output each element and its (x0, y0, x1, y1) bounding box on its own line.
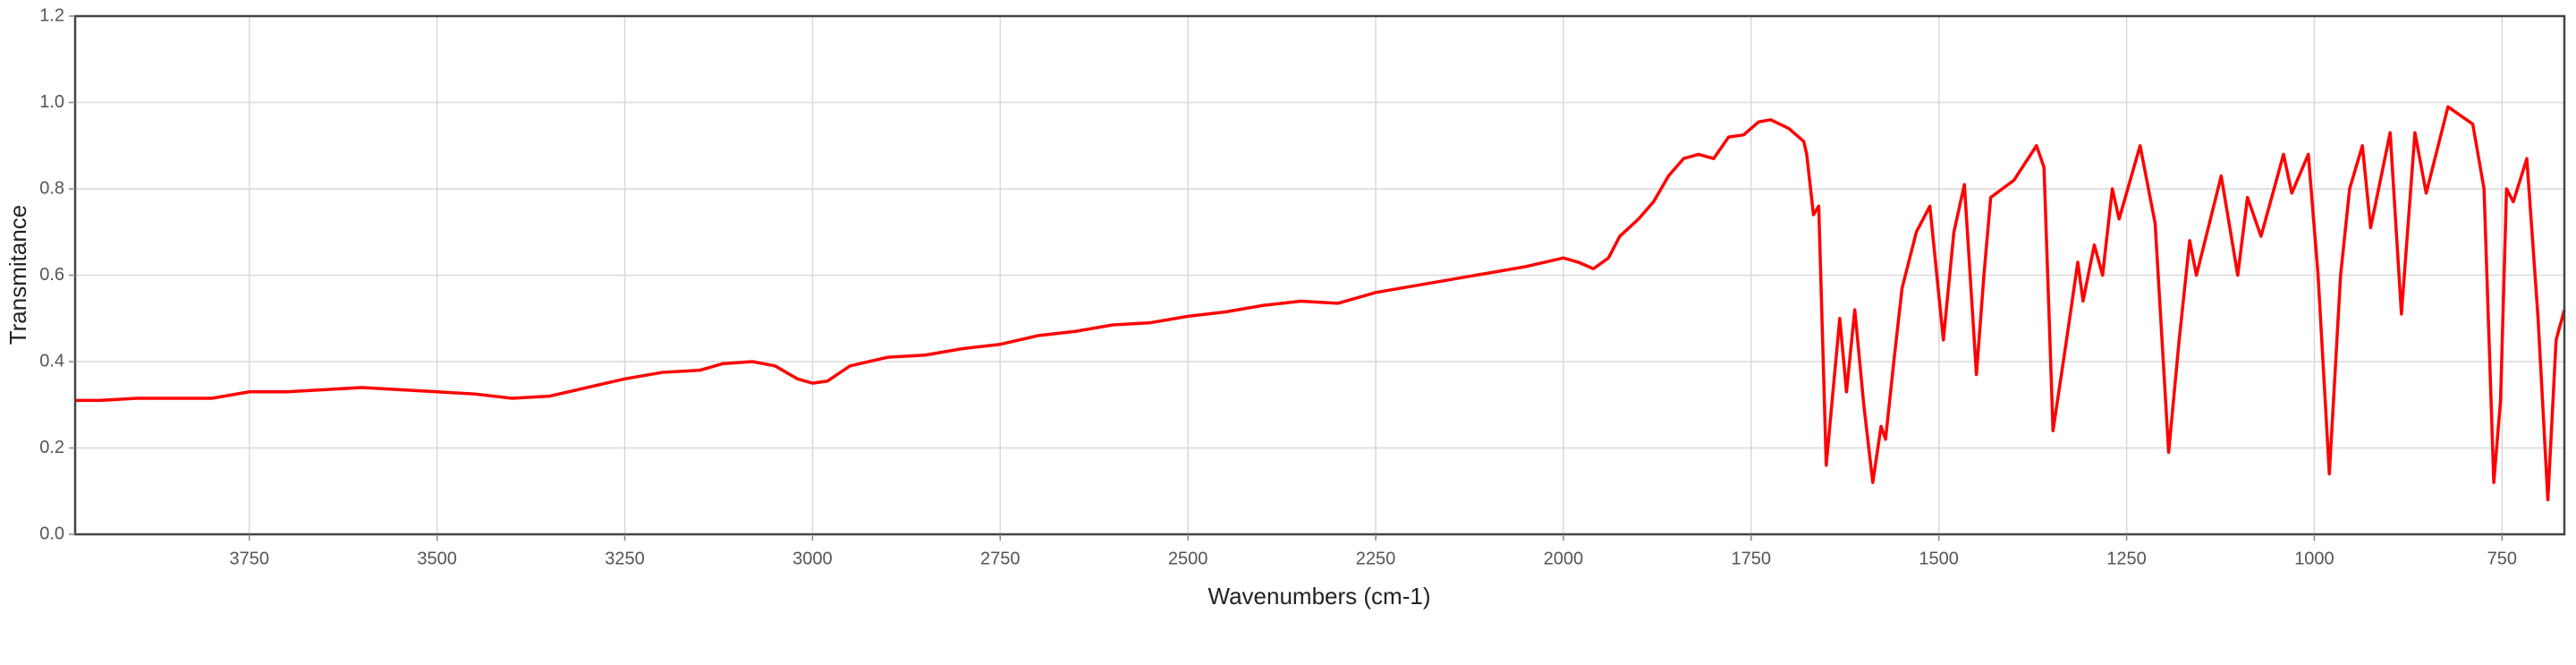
y-tick-label: 1.0 (39, 92, 64, 112)
x-tick-label: 1000 (2294, 549, 2334, 568)
y-tick-label: 0.8 (39, 178, 64, 198)
y-axis-title: Transmitance (4, 205, 31, 345)
x-tick-label: 2000 (1544, 549, 1584, 568)
y-tick-label: 1.2 (39, 5, 64, 25)
y-tick-label: 0.6 (39, 265, 64, 285)
x-tick-label: 3250 (605, 549, 645, 568)
x-tick-label: 2500 (1168, 549, 1208, 568)
plot-area (75, 105, 2566, 502)
y-tick-label: 0.2 (39, 438, 64, 457)
tick-labels: 3750 3500 3250 3000 2750 2500 2250 2000 1750 1500… (39, 5, 2517, 568)
y-tick-label: 0.0 (39, 524, 64, 543)
x-tick-label: 1750 (1732, 549, 1772, 568)
y-tick-label: 0.4 (39, 351, 64, 371)
x-tick-label: 2750 (980, 549, 1021, 568)
x-tick-label: 750 (2487, 549, 2517, 568)
spectrum-line (75, 105, 2566, 502)
x-tick-label: 1250 (2106, 549, 2147, 568)
x-tick-label: 3750 (230, 549, 270, 568)
x-tick-label: 2250 (1356, 549, 1396, 568)
x-tick-label: 3500 (417, 549, 457, 568)
x-tick-label: 3000 (792, 549, 833, 568)
x-tick-label: 1500 (1919, 549, 1959, 568)
x-axis-title: Wavenumbers (cm-1) (1208, 583, 1431, 610)
